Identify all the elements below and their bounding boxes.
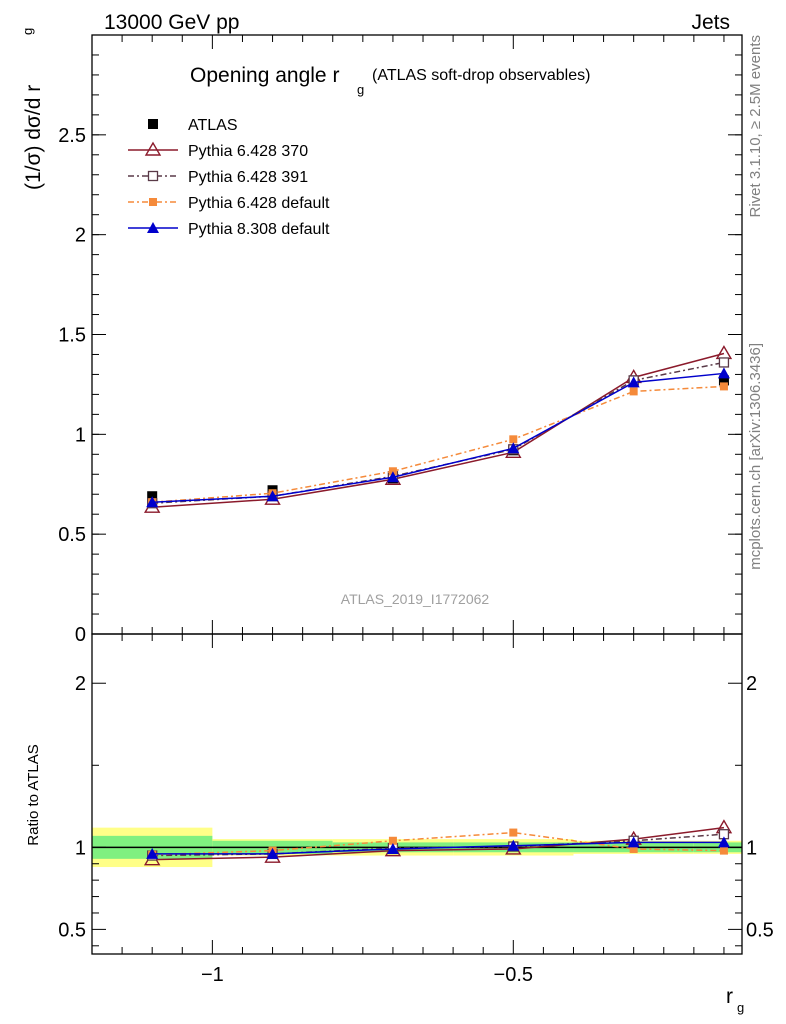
title-sub: g: [357, 82, 364, 97]
series-3-point-top-1: [266, 490, 279, 502]
series-3-point-ratio-5: [717, 836, 730, 848]
y-axis-label-top: (1/σ) dσ/d r g: [20, 28, 45, 190]
bottom-ytick-label-right-2: 2: [746, 673, 757, 695]
header-beam-label: 13000 GeV pp: [104, 11, 239, 34]
series-2-line-top: [152, 385, 724, 503]
series-3-line-ratio: [152, 841, 724, 855]
series-2-line-ratio: [152, 831, 724, 856]
bottom-ytick-label-0: 0.5: [58, 919, 86, 941]
x-label-main: r: [726, 985, 733, 1008]
series-2-point-top-5: [719, 382, 728, 391]
bottom-ytick-label-right-0: 0.5: [746, 919, 774, 941]
series-0-line-top: [152, 352, 725, 508]
y-label-top-main: (1/σ) dσ/d r: [22, 85, 45, 190]
series-3-point-top-3: [507, 442, 520, 454]
rivet-label: Rivet 3.1.10, ≥ 2.5M events: [747, 35, 764, 218]
legend-marker-3: [147, 222, 159, 233]
series-3-point-ratio-4: [627, 836, 640, 848]
series-3-point-top-0: [146, 496, 159, 508]
top-ytick-label-5: 2.5: [58, 125, 86, 147]
xtick-label-1: −0.5: [494, 964, 533, 986]
title-main: Opening angle r: [190, 64, 339, 87]
series-3-point-ratio-0: [146, 847, 159, 859]
header-process-label: Jets: [691, 11, 730, 34]
legend-label-2: Pythia 6.428 default: [188, 195, 330, 212]
top-ytick-label-3: 1.5: [58, 325, 86, 347]
atlas-point-5: [718, 375, 729, 386]
legend-marker-0: [144, 141, 162, 156]
series-1-point-top-5: [718, 357, 730, 368]
series-0-point-top-5: [715, 345, 733, 360]
series-3-point-top-5: [717, 367, 730, 379]
legend-marker-atlas: [148, 119, 158, 129]
legend-label-atlas: ATLAS: [188, 117, 238, 134]
legend-marker-1: [147, 170, 159, 182]
legend: ATLAS Pythia 6.428 370 Pythia 6.428 391 Pyt…: [128, 117, 330, 238]
bottom-ytick-label-2: 2: [75, 673, 86, 695]
bottom-ytick-label-right-1: 1: [746, 837, 757, 859]
series-2-point-ratio-3: [509, 828, 518, 837]
series-3-point-top-4: [627, 376, 640, 388]
analysis-label: ATLAS_2019_I1772062: [341, 591, 490, 607]
series-3-point-ratio-3: [507, 839, 520, 851]
series-3-point-ratio-2: [386, 842, 399, 854]
series-2-point-top-4: [629, 387, 638, 396]
legend-label-0: Pythia 6.428 370: [188, 143, 308, 160]
top-ytick-label-2: 1: [75, 424, 86, 446]
series-2-point-ratio-5: [719, 846, 728, 855]
x-label-sub: g: [737, 1000, 744, 1015]
ratio-bands: [92, 827, 742, 868]
legend-marker-2: [149, 198, 157, 206]
axis-ticks: 0 0.5 1 1.5 2 2.5 0.5 0.5 1 1 2 2 −1 −0.5: [58, 35, 774, 986]
top-ytick-label-1: 0.5: [58, 524, 86, 546]
series-2-point-ratio-2: [388, 836, 397, 845]
title-paren: (ATLAS soft-drop observables): [372, 67, 590, 84]
series-0-line-ratio: [152, 826, 725, 861]
series-3-point-top-2: [386, 471, 399, 483]
bottom-panel-frame: [91, 633, 743, 955]
xtick-label-0: −1: [201, 964, 224, 986]
series-3-line-top: [152, 372, 725, 503]
series-layer: [143, 345, 733, 866]
mcplots-label: mcplots.cern.ch [arXiv:1306.3436]: [747, 343, 764, 570]
series-3-point-ratio-1: [266, 847, 279, 859]
y-label-top-sub: g: [20, 28, 35, 35]
legend-label-3: Pythia 8.308 default: [188, 221, 330, 238]
top-ytick-label-4: 2: [75, 225, 86, 247]
top-ytick-label-0: 0: [75, 624, 86, 646]
bottom-ytick-label-1: 1: [75, 837, 86, 859]
y-axis-label-bottom: Ratio to ATLAS: [25, 744, 42, 845]
legend-label-1: Pythia 6.428 391: [188, 169, 308, 186]
series-2-point-top-3: [509, 435, 518, 444]
chart-title: Opening angle r g (ATLAS soft-drop obser…: [190, 64, 590, 97]
series-2-point-ratio-4: [629, 844, 638, 853]
